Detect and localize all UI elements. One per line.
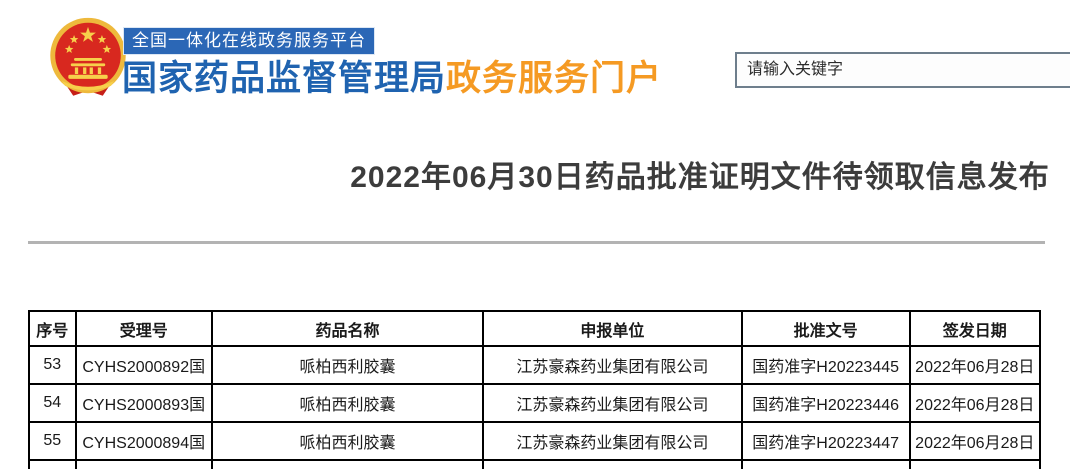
portal-name: 政务服务门户 <box>446 59 663 98</box>
table-cell: 53 <box>28 345 77 385</box>
column-header: 签发日期 <box>908 310 1042 347</box>
table-cell: 55 <box>28 421 77 461</box>
table-cell: 国药准字H20223446 <box>740 383 911 423</box>
table-cell: 2022年06月28日 <box>908 345 1042 385</box>
table-cell: 江苏豪森药业集团有限公司 <box>481 383 743 423</box>
table-cell: 2022年06月28日 <box>908 383 1042 423</box>
table-cell-empty <box>481 459 743 469</box>
table-cell: 2022年06月28日 <box>908 421 1042 461</box>
column-header: 批准文号 <box>740 310 911 347</box>
column-header: 受理号 <box>74 310 213 347</box>
table-cell-empty <box>74 459 213 469</box>
table-header-row: 序号 受理号 药品名称 申报单位 批准文号 签发日期 <box>28 310 1042 347</box>
site-title: 国家药品监督管理局政务服务门户 <box>122 50 662 101</box>
table-cell: 江苏豪森药业集团有限公司 <box>481 345 743 385</box>
table-cell-empty <box>28 459 77 469</box>
table-row-partial <box>28 459 1042 469</box>
table-cell: CYHS2000892国 <box>74 345 213 385</box>
platform-banner: 全国一体化在线政务服务平台 <box>123 27 375 55</box>
divider <box>28 241 1045 244</box>
table-cell: 江苏豪森药业集团有限公司 <box>481 421 743 461</box>
page-title-wrap: 2022年06月30日药品批准证明文件待领取信息发布 <box>345 152 1055 196</box>
approval-table: 序号 受理号 药品名称 申报单位 批准文号 签发日期 53 CYHS2000892国 哌柏西利… <box>28 310 1042 469</box>
table-cell: 哌柏西利胶囊 <box>210 345 484 385</box>
national-emblem-icon <box>50 17 126 96</box>
column-header: 药品名称 <box>210 310 484 347</box>
table-cell-empty <box>740 459 911 469</box>
table-row: 54 CYHS2000893国 哌柏西利胶囊 江苏豪森药业集团有限公司 国药准字H202… <box>28 383 1042 423</box>
table-cell: 哌柏西利胶囊 <box>210 383 484 423</box>
table-cell: 哌柏西利胶囊 <box>210 421 484 461</box>
table-row: 53 CYHS2000892国 哌柏西利胶囊 江苏豪森药业集团有限公司 国药准字H202… <box>28 345 1042 385</box>
table-row: 55 CYHS2000894国 哌柏西利胶囊 江苏豪森药业集团有限公司 国药准字H202… <box>28 421 1042 461</box>
search-input[interactable] <box>735 52 1070 88</box>
table-cell: 54 <box>28 383 77 423</box>
page-title: 2022年06月30日药品批准证明文件待领取信息发布 <box>350 161 1050 194</box>
column-header: 序号 <box>28 310 77 347</box>
table-cell-empty <box>908 459 1042 469</box>
table-cell: CYHS2000893国 <box>74 383 213 423</box>
site-header: 全国一体化在线政务服务平台 国家药品监督管理局政务服务门户 <box>0 0 1070 110</box>
site-name: 国家药品监督管理局 <box>122 59 447 98</box>
table-cell: CYHS2000894国 <box>74 421 213 461</box>
column-header: 申报单位 <box>481 310 743 347</box>
table-cell-empty <box>210 459 484 469</box>
table-cell: 国药准字H20223445 <box>740 345 911 385</box>
table-cell: 国药准字H20223447 <box>740 421 911 461</box>
